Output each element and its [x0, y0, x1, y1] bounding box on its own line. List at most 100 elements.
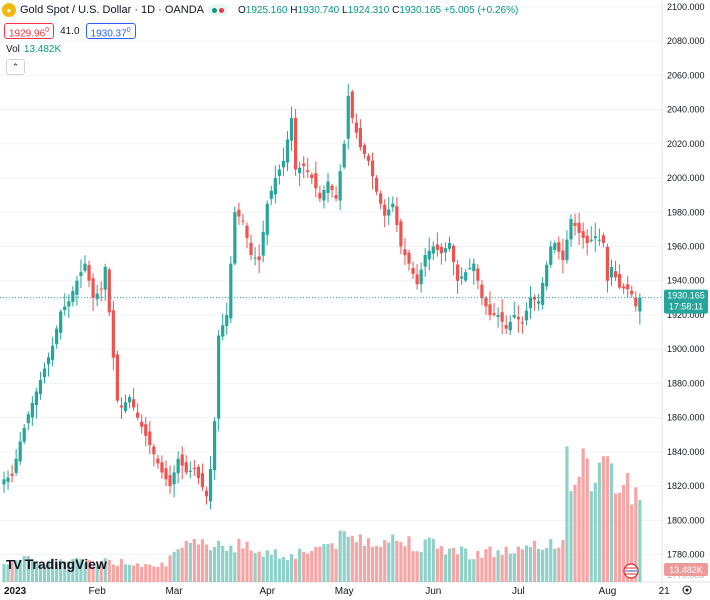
volume-bar: [383, 540, 387, 582]
tradingview-logo-text: TradingView: [24, 556, 107, 572]
market-status-indicator[interactable]: [208, 4, 228, 16]
candle-body: [265, 203, 269, 235]
volume-bar: [229, 545, 233, 582]
symbol-title[interactable]: Gold Spot / U.S. Dollar · 1D · OANDA: [20, 4, 204, 16]
price-tick-label: 1940.000: [667, 276, 705, 286]
candle-body: [253, 257, 257, 259]
candle-body: [310, 174, 314, 179]
candle-body: [46, 357, 51, 365]
volume-bar: [609, 463, 614, 582]
candle-body: [168, 475, 172, 487]
candle-body: [545, 264, 549, 287]
candle-body: [132, 399, 136, 408]
candle-body: [136, 412, 140, 418]
volume-bar: [67, 561, 71, 582]
volume-bar: [281, 556, 286, 582]
price-tick-label: 2060.000: [667, 70, 705, 80]
time-tick-label: 2023: [4, 586, 27, 597]
candle-body: [67, 301, 71, 307]
volume-bar: [55, 561, 59, 582]
last-price-tag-background: [664, 289, 708, 314]
tradingview-logo[interactable]: TV TradingView: [6, 556, 107, 572]
volume-bar: [597, 462, 601, 582]
volume-bars: [2, 446, 642, 582]
collapse-legend-button[interactable]: ⌃: [6, 59, 25, 75]
candle-body: [553, 243, 557, 250]
settings-gear-icon[interactable]: [682, 585, 692, 595]
volume-bar: [447, 548, 452, 582]
candle-body: [468, 267, 472, 269]
candle-body: [99, 288, 103, 290]
candle-body: [87, 265, 91, 281]
status-dot-icon: [219, 7, 224, 13]
low-value: 1924.310: [347, 4, 390, 16]
volume-bar: [63, 561, 67, 582]
volume-bar: [528, 547, 533, 582]
candle-body: [342, 143, 346, 168]
volume-bar: [200, 539, 205, 582]
volume-bar: [10, 562, 14, 582]
last-price-countdown: 17:58:11: [669, 302, 703, 312]
candle-body: [172, 472, 176, 485]
us-flag-icon[interactable]: [623, 563, 639, 579]
volume-bar: [208, 550, 213, 582]
volume-bar: [634, 487, 638, 582]
low-label: L: [342, 4, 348, 16]
volume-bar: [346, 536, 350, 582]
volume-bar: [237, 538, 241, 582]
volume-bar: [573, 484, 577, 582]
candle-body: [10, 473, 14, 476]
volume-bar: [500, 555, 504, 582]
candle-body: [634, 297, 638, 307]
candle-body: [476, 268, 480, 281]
time-tick-label: Jun: [425, 586, 441, 597]
volume-bar: [196, 544, 200, 582]
volume-legend[interactable]: Vol 13.482K: [6, 44, 61, 55]
candle-body: [156, 458, 160, 464]
volume-bar: [261, 556, 265, 582]
volume-bar: [326, 544, 330, 582]
volume-bar: [350, 535, 354, 582]
tradingview-mark-icon: TV: [6, 556, 22, 572]
volume-bar: [152, 566, 156, 582]
volume-bar: [257, 551, 261, 582]
candle-body: [492, 313, 496, 315]
candle-body: [581, 231, 585, 238]
volume-bar: [115, 565, 119, 582]
volume-bar: [322, 543, 326, 582]
volume-bar: [443, 554, 448, 582]
volume-bar: [411, 551, 415, 582]
volume-bar: [111, 564, 115, 582]
candle-body: [51, 345, 55, 360]
spread-value: 41.0: [60, 25, 80, 37]
volume-bar: [26, 555, 30, 582]
candle-body: [196, 466, 200, 479]
volume-bar: [294, 558, 298, 582]
time-tick-label: May: [335, 586, 354, 597]
candle-body: [488, 304, 492, 315]
candle-body: [241, 220, 245, 222]
candle-body: [103, 267, 107, 290]
buy-price-superscript: 0: [126, 27, 131, 34]
price-tick-label: 2100.000: [667, 2, 705, 12]
candle-body: [2, 479, 6, 485]
volume-bar: [431, 538, 435, 582]
candle-body: [500, 312, 504, 322]
volume-bar: [435, 548, 439, 582]
candle-body: [71, 291, 75, 302]
volume-bar: [464, 548, 468, 582]
candle-body: [362, 145, 367, 155]
candle-body: [565, 239, 569, 261]
volume-bar: [366, 538, 371, 582]
volume-bar: [557, 547, 561, 582]
sell-button[interactable]: 1929.960: [4, 23, 55, 39]
last-volume-tag-background: [664, 563, 708, 576]
time-axis[interactable]: 2023 Feb Mar Apr May Jun Jul Aug 21: [4, 586, 670, 597]
volume-bar: [439, 546, 443, 582]
candle-body: [460, 276, 464, 279]
volume-bar: [407, 536, 411, 582]
buy-button[interactable]: 1930.370: [85, 23, 136, 39]
candle-body: [613, 271, 618, 278]
candle-body: [358, 128, 362, 148]
